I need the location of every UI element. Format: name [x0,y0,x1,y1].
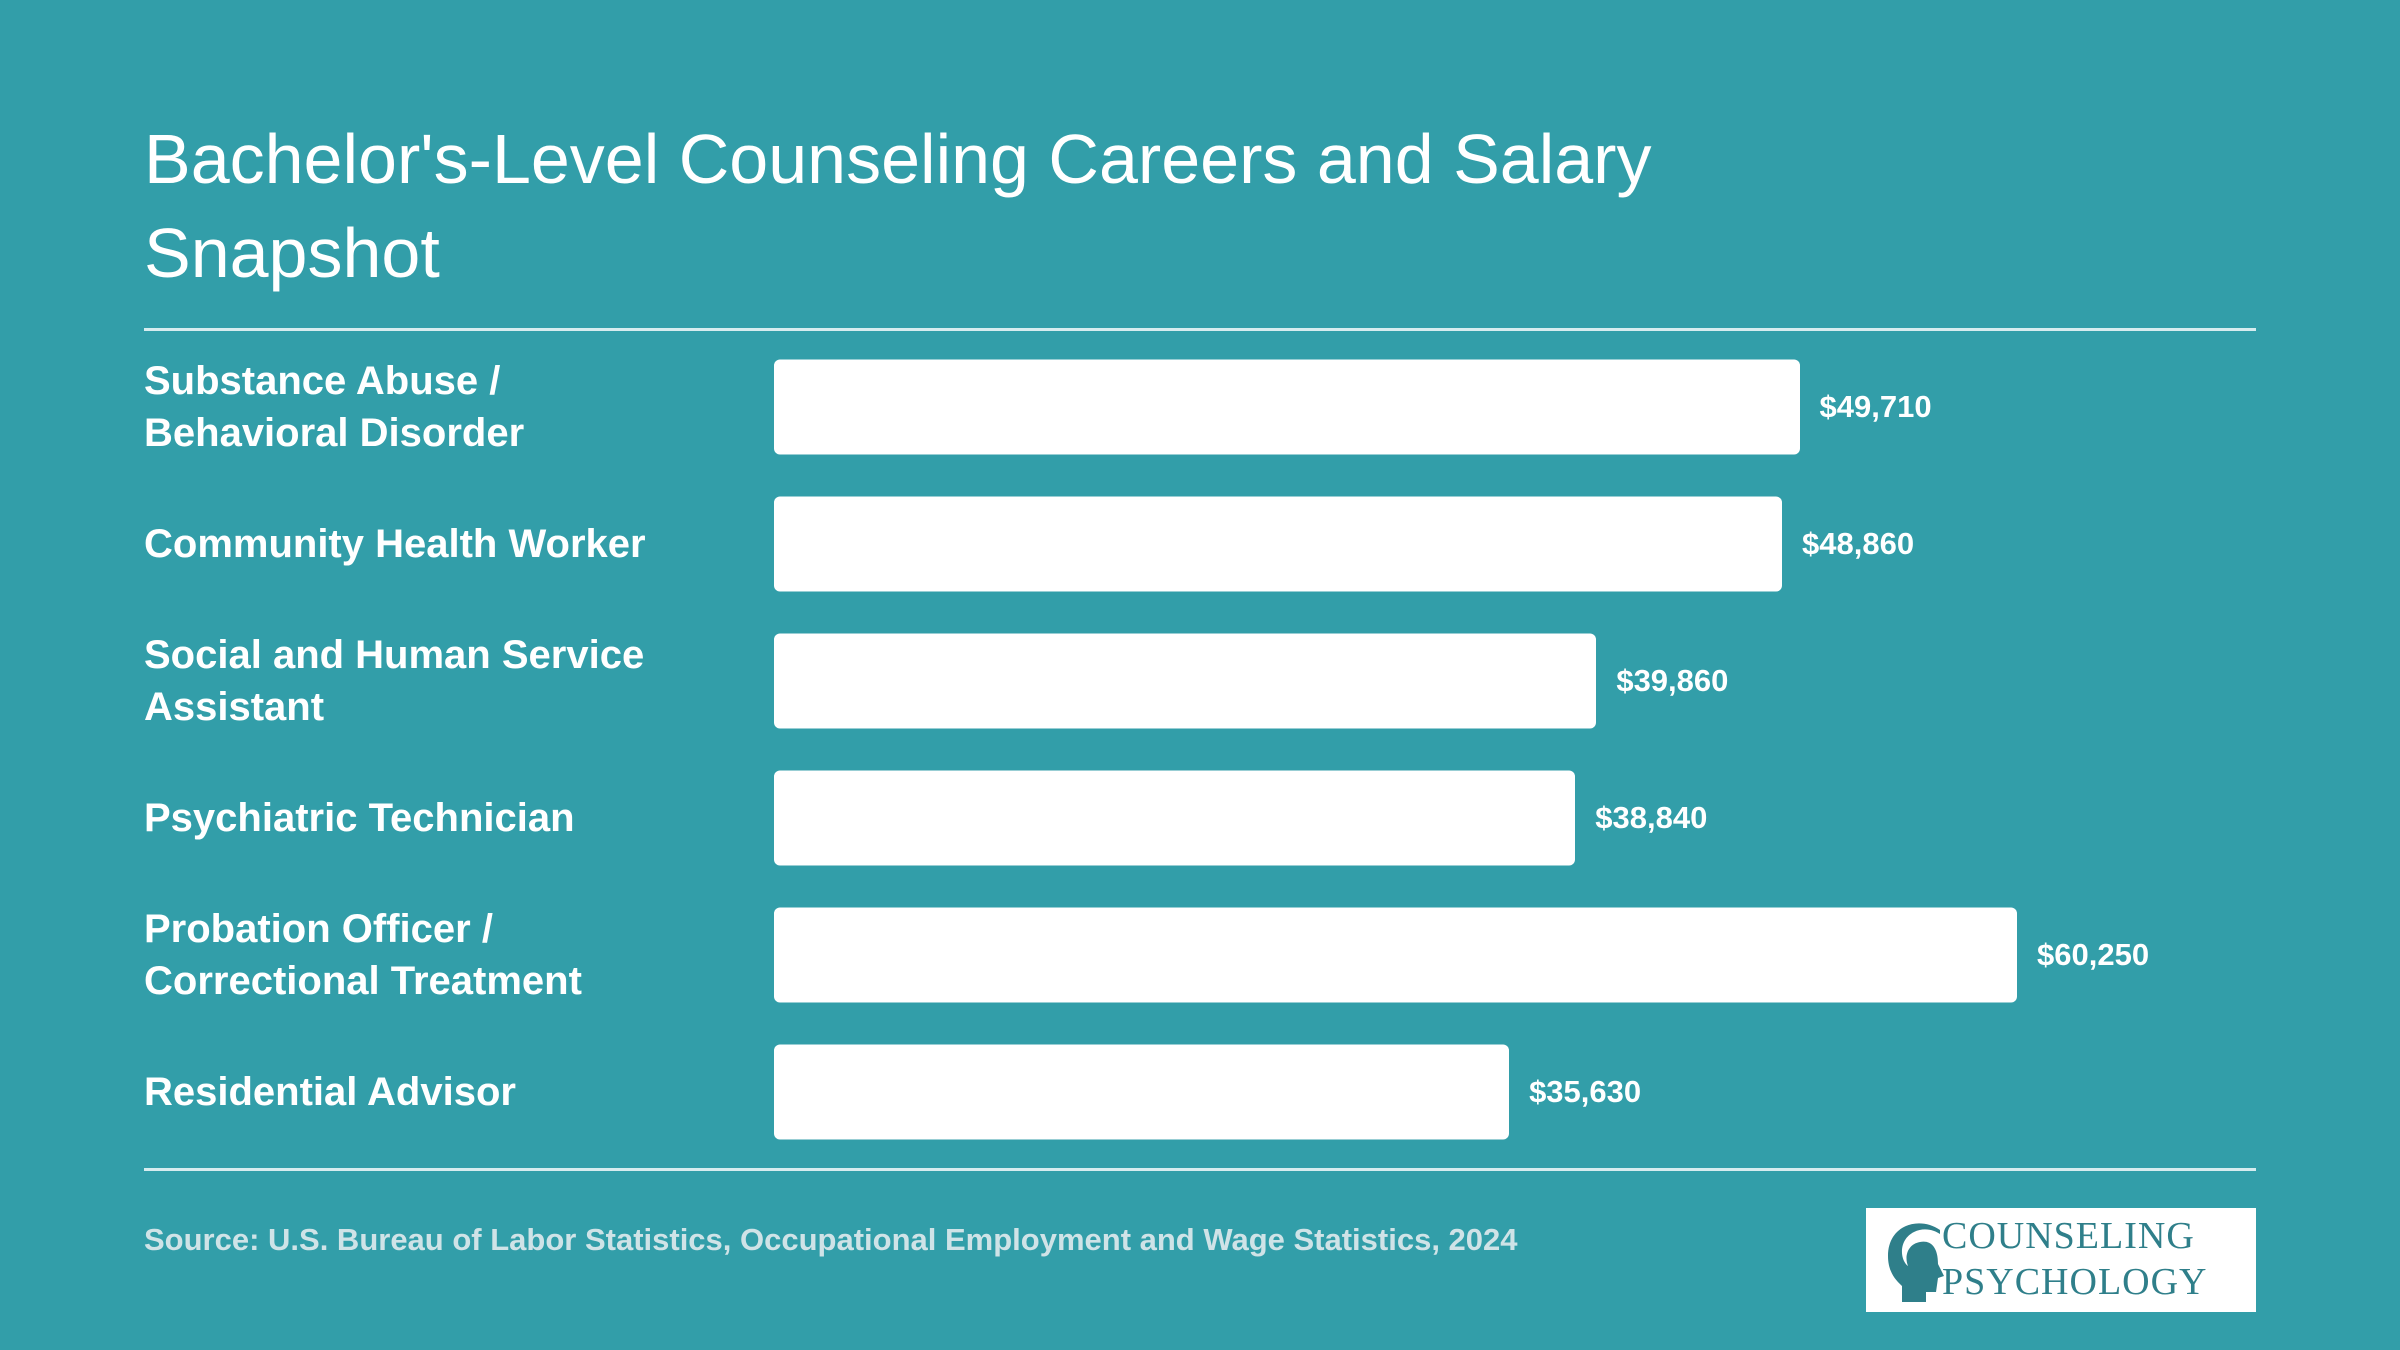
category-label: Probation Officer / Correctional Treatme… [144,907,582,1003]
bar [774,633,1597,729]
bar [774,496,1783,592]
value-label: $60,250 [2037,937,2150,972]
category-label: Residential Advisor [144,1070,516,1114]
logo-text: COUNSELING [1942,1215,2195,1257]
category-label: Psychiatric Technician [144,796,575,840]
value-label: $38,840 [1595,800,1708,835]
logo-icon [1888,1223,1944,1302]
value-label: $39,860 [1616,663,1729,698]
value-label: $35,630 [1529,1074,1642,1109]
category-label: Substance Abuse / Behavioral Disorder [144,359,525,455]
divider [144,1168,2256,1171]
bar [774,770,1576,866]
value-label: $49,710 [1819,389,1932,424]
category-label: Social and Human Service Assistant [144,633,645,729]
source-note: Source: U.S. Bureau of Labor Statistics,… [144,1222,1518,1257]
divider [144,328,2256,331]
logo-text: PSYCHOLOGY [1942,1261,2208,1303]
chart-title: Bachelor's-Level Counseling Careers and … [144,120,1652,292]
bar [774,1044,1510,1140]
bar [774,907,2017,1003]
logo: COUNSELING PSYCHOLOGY [1866,1208,2256,1312]
bar [774,359,1800,455]
value-label: $48,860 [1802,526,1915,561]
category-label: Community Health Worker [144,522,646,566]
